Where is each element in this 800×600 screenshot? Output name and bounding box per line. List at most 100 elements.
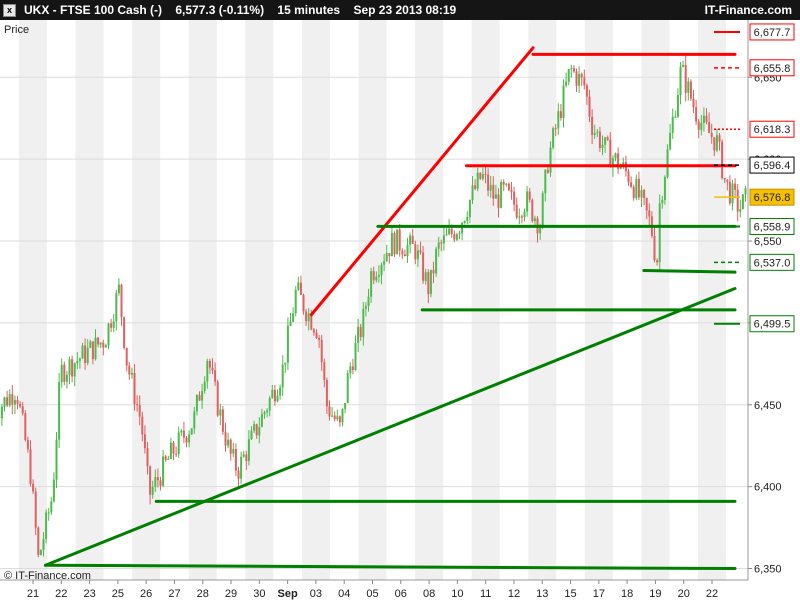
candle-body [630,182,633,187]
candle-body [29,449,32,484]
candle-body [435,248,438,274]
candle-body [247,439,250,462]
candle-body [13,399,16,405]
price-chart[interactable]: Price 6,3506,4006,4506,5006,5506,6006,65… [0,20,800,600]
x-tick-label: 10 [451,588,463,600]
candle-body [520,216,523,218]
candle-body [505,183,508,185]
trendline-support-rising [43,287,737,567]
candle-body [596,131,599,133]
candle-body [276,395,279,402]
candle-body [286,325,289,363]
candle-body [484,174,487,176]
candle-body [138,404,141,417]
x-tick-labels: 21 22 23 25 26 27 28 29 30 Sep 03 04 05 06 08 10 11 12 13 1… [27,580,718,600]
x-tick-label: 26 [140,588,152,600]
candle-body [528,191,531,200]
candle-body [125,347,128,366]
day-stripe [132,20,161,580]
candle-body [354,342,357,370]
candle-body [102,342,105,348]
candle-body [234,448,237,471]
price-label-box [749,156,795,174]
candle-body [702,115,705,123]
candle-body [609,139,612,168]
candle-body [380,264,383,275]
candle-body [653,235,656,261]
candle-body [643,190,646,199]
candle-body [232,448,235,454]
price-label-text: 6,677.7 [754,27,791,39]
x-tick-label: 04 [338,588,350,600]
chart-title-bar: x UKX - FTSE 100 Cash (-) 6,577.3 (-0.11… [0,0,800,20]
candle-body [739,209,742,212]
candle-body [458,233,461,235]
candle-body [203,381,206,392]
x-tick-label: 22 [55,588,67,600]
candle-body [271,389,274,398]
candle-body [333,415,336,420]
candle-body [63,364,66,382]
candle-body [206,360,209,382]
candle-body [500,182,503,208]
candle-body [728,181,731,204]
day-stripe [528,20,557,580]
candle-body [78,358,81,361]
candle-body [682,64,685,67]
y-tick-label: 6,350 [754,564,782,576]
candle-body [450,228,453,235]
candle-body [8,394,11,406]
candle-body [312,329,315,333]
y-tick-label: 6,450 [754,400,782,412]
candle-body [97,337,100,345]
candle-body [180,430,183,433]
candle-body [6,397,9,406]
x-tick-label: 28 [197,588,209,600]
candle-body [273,389,276,402]
candle-body [182,430,185,438]
candle-body [601,144,604,149]
candle-body [388,253,391,257]
candle-body [136,404,139,406]
candle-body [315,332,318,338]
candle-body [107,323,110,346]
x-tick-label: 29 [225,588,237,600]
candle-body [715,135,718,151]
candle-body [141,416,144,435]
candle-body [580,73,583,78]
trendline-resistance-trend [309,46,535,317]
candle-body [559,111,562,119]
candle-body [588,96,591,117]
candle-body [578,73,581,86]
candle-body [357,326,360,343]
candle-body [637,178,640,198]
candle-body [188,434,191,443]
candle-body [526,191,529,212]
candle-body [229,439,232,454]
day-stripe [415,20,444,580]
candle-body [445,234,448,236]
candle-body [328,406,331,417]
candle-body [635,178,638,199]
candle-body [156,477,159,481]
candle-body [151,487,154,495]
candle-body [554,128,557,130]
candle-body [502,182,505,185]
candle-body [604,137,607,145]
price-label-box [749,59,795,77]
x-tick-label: 03 [310,588,322,600]
candle-body [89,341,92,348]
x-tick-label: Sep [278,588,298,600]
price-label-text: 6,596.4 [754,160,791,172]
candle-body [279,387,282,396]
x-tick-label: 08 [423,588,435,600]
candle-body [370,271,373,297]
candle-body [726,179,729,182]
candle-body [227,439,230,446]
candle-body [289,321,292,326]
x-tick-label: 05 [366,588,378,600]
close-icon[interactable]: x [3,4,16,17]
candle-body [130,372,133,375]
candle-body [146,448,149,467]
candle-body [736,189,739,212]
